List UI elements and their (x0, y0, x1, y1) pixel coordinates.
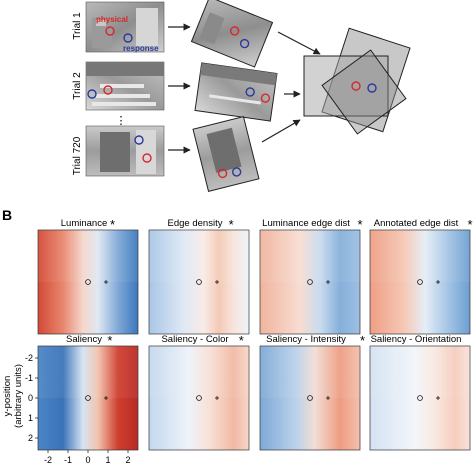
origin-marker (85, 279, 91, 285)
significance-star: * (360, 333, 365, 348)
heatmap-annot (369, 229, 471, 335)
legend-response: response (123, 44, 159, 53)
heatmap-title: Annotated edge dist (374, 218, 459, 229)
y-tick-label: 0 (28, 393, 33, 403)
origin-marker (196, 395, 202, 401)
y-axis-label-units: (arbitrary units) (13, 364, 24, 428)
heatmap-shade (38, 346, 138, 398)
origin-marker (417, 395, 423, 401)
arrow (277, 31, 321, 55)
heatmap-title: Luminance edge dist (262, 218, 350, 229)
y-axis-label: y-position (2, 376, 13, 417)
y-tick-label: -2 (25, 353, 33, 363)
response-marker (123, 33, 133, 43)
heatmap-title: Saliency (66, 334, 102, 345)
heatmap-shade (370, 230, 470, 282)
trial-1-image: physical response (85, 1, 165, 53)
x-tick-label: -1 (64, 455, 72, 465)
y-tick-label: -1 (25, 373, 33, 383)
heatmap-panel-edge: Edge density * (148, 217, 250, 335)
heatmap-panel-salint: Saliency - Intensity * (259, 333, 365, 451)
panel-b-letter: B (2, 207, 12, 223)
heatmap-panel-lum: Luminance * (37, 217, 139, 335)
panel-a: Trial 1 Trial 2 Trial 720 physical respo… (72, 0, 411, 192)
legend-physical: physical (96, 15, 128, 24)
trial-label-720: Trial 720 (72, 136, 83, 175)
y-tick-label: 1 (28, 413, 33, 423)
origin-marker (85, 395, 91, 401)
heatmap-salint (259, 345, 361, 451)
heatmap-title: Saliency - Orientation (371, 334, 462, 345)
heatmap-panel-lumedge: Luminance edge dist * (259, 217, 363, 335)
heatmap-panel-sal: Saliency * (37, 333, 139, 451)
trial-label-1: Trial 1 (72, 12, 83, 40)
heatmap-panel-annot: Annotated edge dist * (369, 217, 473, 335)
heatmap-shade (370, 346, 470, 398)
heatmap-lumedge (259, 229, 361, 335)
trial-720-image (85, 125, 165, 177)
significance-star: * (357, 217, 362, 232)
trial-label-2: Trial 2 (72, 72, 83, 100)
origin-marker (307, 279, 313, 285)
rotated-trial-720 (192, 116, 260, 192)
heatmap-salcol (148, 345, 250, 451)
heatmap-title: Luminance (61, 218, 107, 229)
heatmap-title: Saliency - Color (161, 334, 228, 345)
heatmap-lum (37, 229, 139, 335)
y-tick-label: 2 (28, 433, 33, 443)
x-tick-label: -2 (44, 455, 52, 465)
origin-marker (196, 279, 202, 285)
origin-marker (417, 279, 423, 285)
significance-star: * (467, 217, 472, 232)
arrow (261, 119, 301, 143)
significance-star: * (110, 217, 115, 232)
trial-2-image (85, 61, 165, 111)
heatmap-shade (38, 230, 138, 282)
heatmap-sal (37, 345, 139, 451)
heatmap-edge (148, 229, 250, 335)
heatmap-title: Saliency - Intensity (266, 334, 346, 345)
x-tick-label: 2 (125, 455, 130, 465)
heatmap-salori (369, 345, 471, 451)
x-tick-label: 0 (85, 455, 90, 465)
heatmap-panel-salcol: Saliency - Color * (148, 333, 250, 451)
significance-star: * (229, 217, 234, 232)
rotated-trial-1 (190, 0, 274, 68)
heatmap-shade (260, 230, 360, 282)
trial-ellipsis: ⋮ (116, 115, 127, 127)
rotated-trial-2 (194, 62, 278, 122)
heatmap-shade (260, 346, 360, 398)
aligned-composite (303, 27, 411, 135)
heatmap-panel-salori: Saliency - Orientation* (369, 334, 471, 451)
significance-star: * (107, 333, 112, 348)
heatmap-title: Edge density (168, 218, 223, 229)
physical-marker (105, 26, 115, 36)
origin-marker (307, 395, 313, 401)
significance-star: * (239, 333, 244, 348)
x-tick-label: 1 (105, 455, 110, 465)
heatmap-shade (149, 346, 249, 398)
heatmap-grid: Luminance * Edge density * Luminance edge di… (25, 217, 473, 465)
heatmap-shade (149, 230, 249, 282)
